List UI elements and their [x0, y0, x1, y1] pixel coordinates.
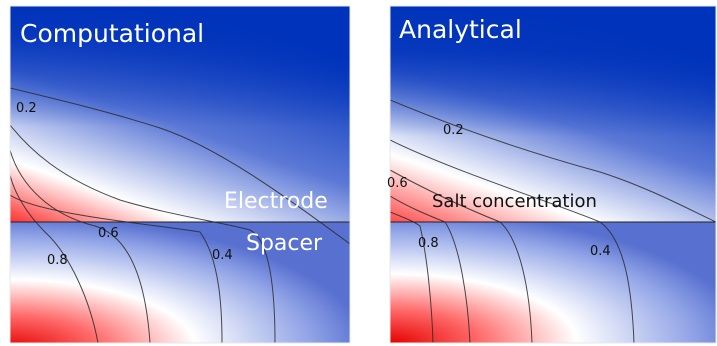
- panel-computational-frame: [9, 5, 351, 344]
- contour-line-0.4: [390, 139, 635, 343]
- panel-analytical: [390, 6, 716, 343]
- panel-title-computational: Computational: [20, 19, 204, 48]
- contour-line-extra: [390, 211, 434, 343]
- contour-label: 0.8: [47, 253, 68, 268]
- panel-computational: [10, 6, 350, 343]
- contour-line-0.4: [10, 124, 276, 343]
- contour-label: 0.6: [98, 226, 119, 241]
- contour-line-0.2: [10, 87, 350, 245]
- contour-line-0.8: [390, 195, 471, 343]
- contour-label: 0.4: [212, 248, 233, 263]
- contour-label: 0.8: [418, 236, 439, 251]
- contour-line-0.8: [10, 174, 99, 343]
- contour-label: 0.4: [590, 244, 611, 259]
- region-label-electrode: Electrode: [224, 189, 328, 214]
- contour-line-0.2: [390, 99, 716, 223]
- contour-label: 0.2: [443, 123, 464, 138]
- contour-line-extra: [10, 194, 223, 343]
- spacer-region: [10, 222, 350, 343]
- region-label-spacer: Spacer: [246, 231, 323, 256]
- panel-title-analytical: Analytical: [399, 15, 522, 44]
- contour-line-0.6: [10, 149, 151, 343]
- region-label-salt-concentration: Salt concentration: [432, 191, 597, 212]
- spacer-region: [390, 222, 716, 343]
- contour-label: 0.2: [16, 101, 37, 116]
- panel-analytical-frame: [389, 5, 717, 344]
- contour-label: 0.6: [387, 176, 408, 191]
